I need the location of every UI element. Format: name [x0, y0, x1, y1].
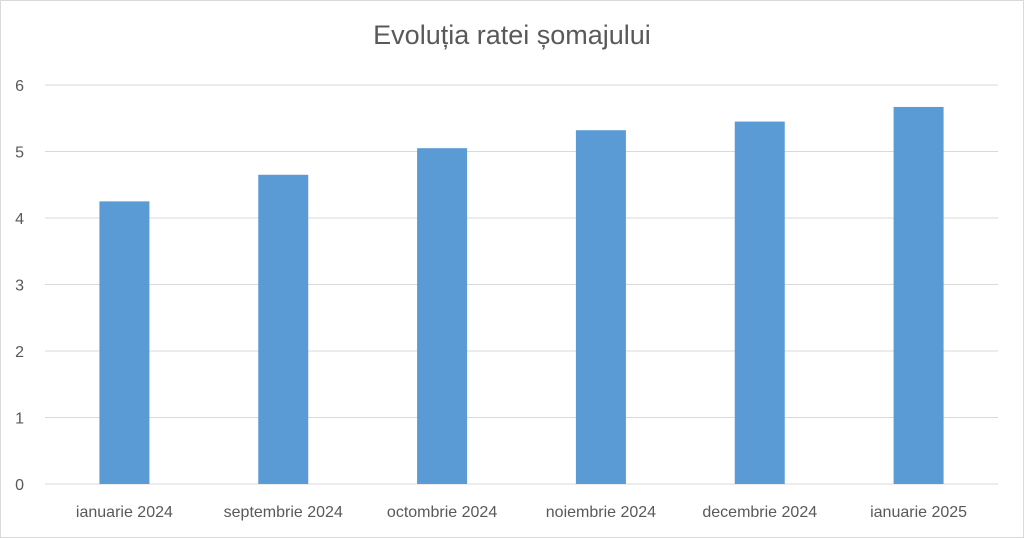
x-tick-label: septembrie 2024	[224, 504, 343, 521]
x-axis-ticks: ianuarie 2024 septembrie 2024 octombrie 20…	[76, 504, 967, 521]
x-tick-label: ianuarie 2025	[870, 504, 967, 521]
bar-6	[893, 106, 944, 484]
gridlines	[45, 84, 998, 485]
bars	[99, 106, 944, 485]
bar-5	[734, 121, 785, 484]
y-tick-label: 4	[15, 211, 24, 228]
y-tick-label: 2	[15, 344, 24, 361]
y-axis-ticks: 0 1 2 3 4 5 6	[15, 78, 24, 494]
chart-title: Evoluția ratei șomajului	[373, 20, 651, 50]
x-tick-label: noiembrie 2024	[546, 504, 656, 521]
bar-2	[258, 174, 309, 484]
x-tick-label: octombrie 2024	[387, 504, 497, 521]
bar-4	[575, 130, 626, 484]
y-tick-label: 5	[15, 145, 24, 162]
bar-1	[99, 201, 150, 484]
bar-3	[417, 148, 468, 485]
y-tick-label: 3	[15, 278, 24, 295]
x-tick-label: ianuarie 2024	[76, 504, 173, 521]
y-tick-label: 1	[15, 411, 24, 428]
x-tick-label: decembrie 2024	[702, 504, 817, 521]
y-tick-label: 0	[15, 477, 24, 494]
y-tick-label: 6	[15, 78, 24, 95]
